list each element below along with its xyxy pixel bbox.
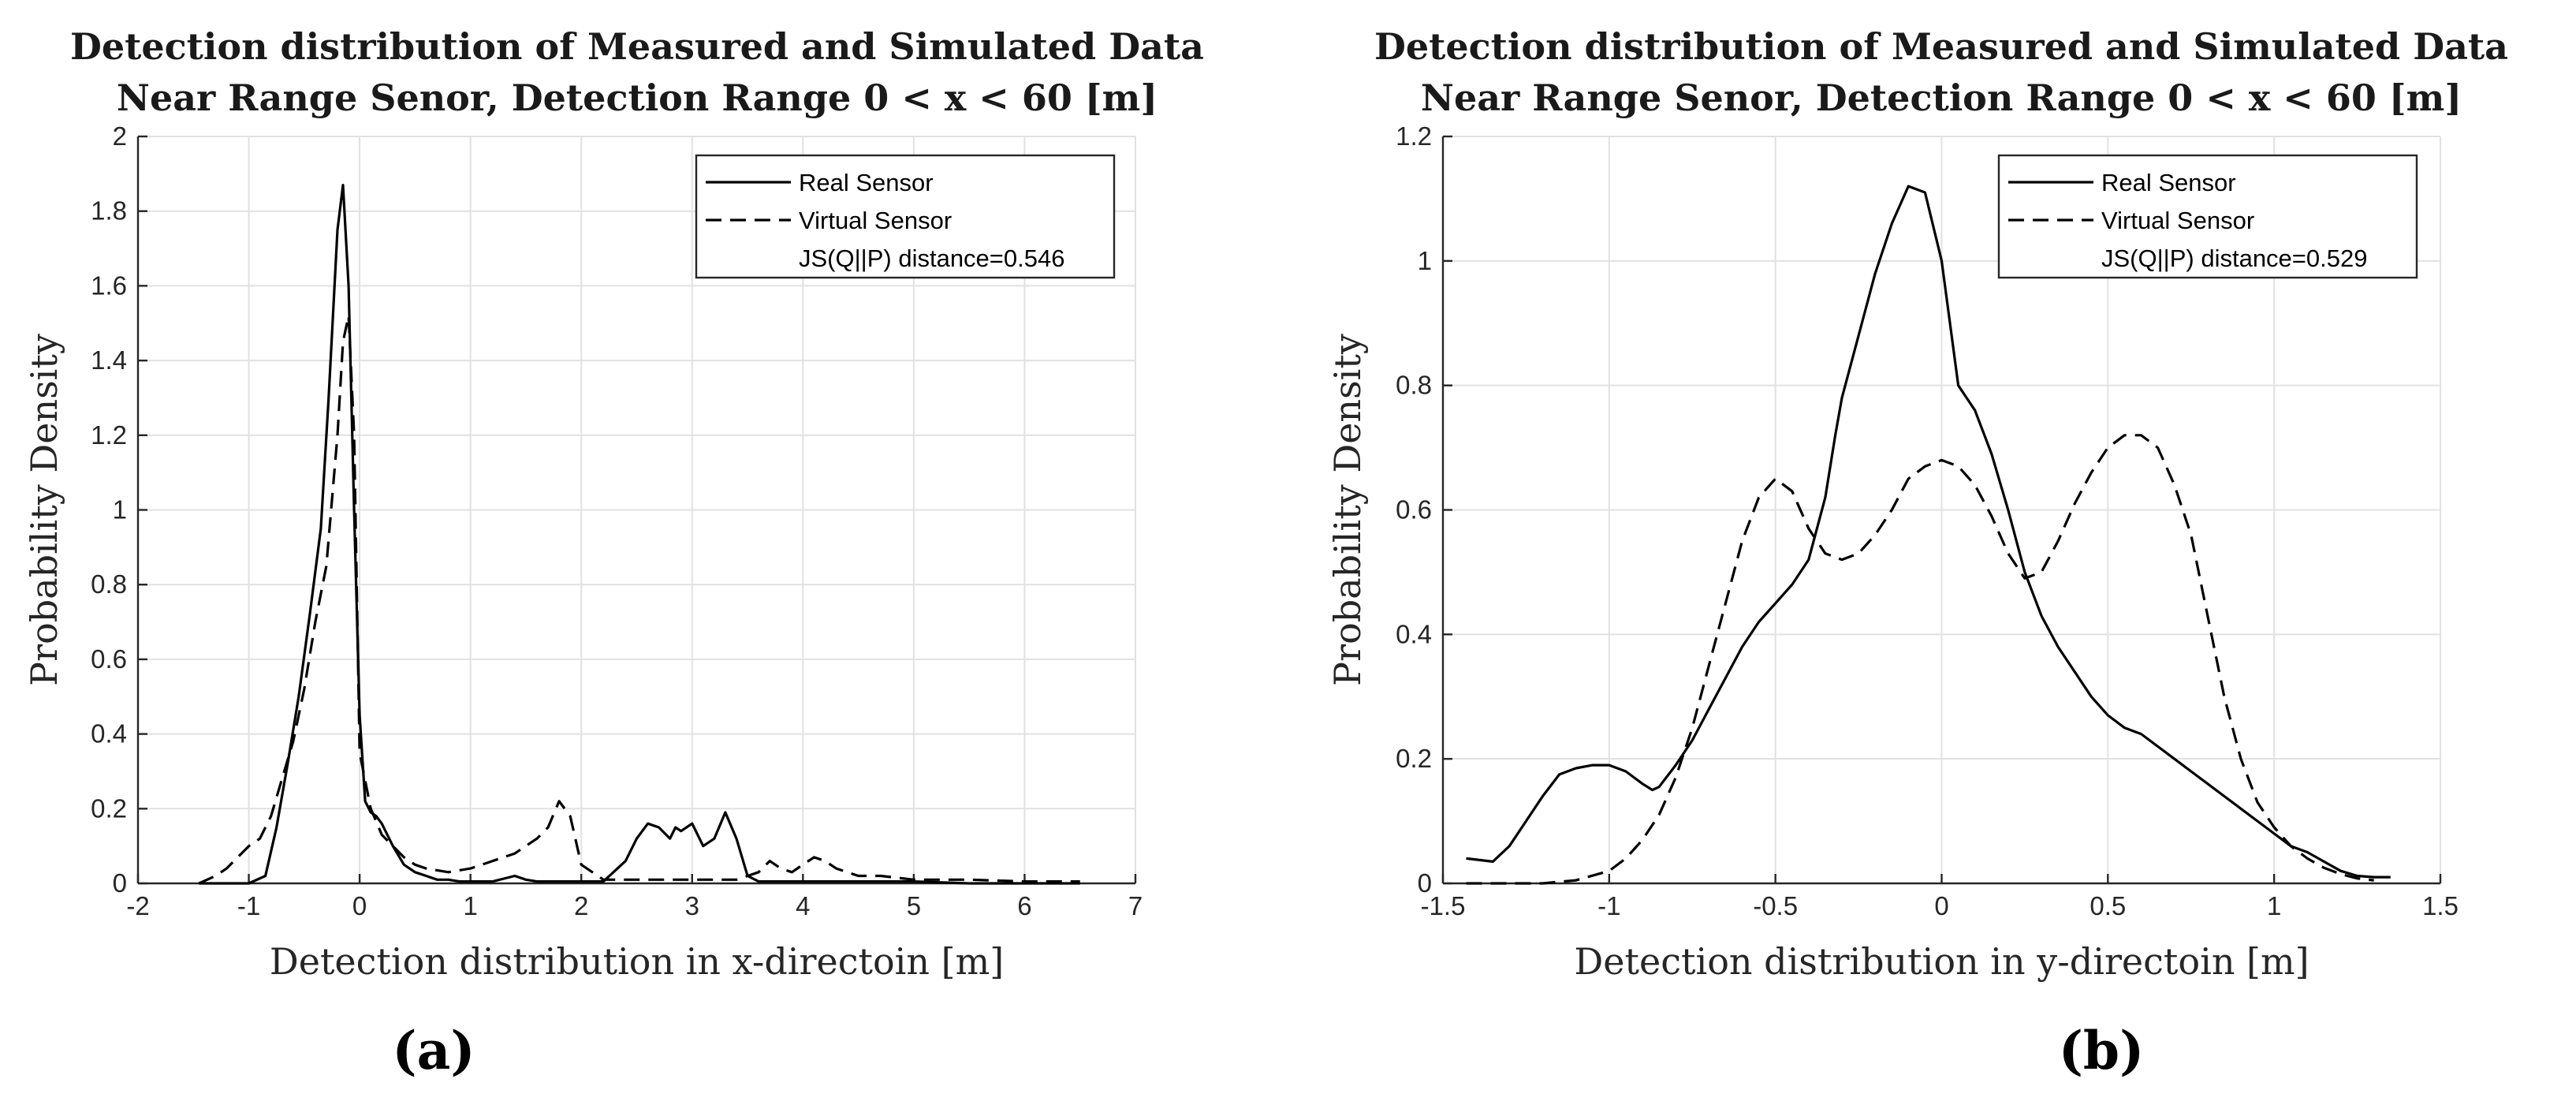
y-tick-label: 1.2 (91, 420, 127, 450)
chart-title-line-2: Near Range Senor, Detection Range 0 < x … (117, 77, 1158, 119)
y-tick-label: 1.6 (91, 271, 127, 300)
legend-label-virtual-sensor: Virtual Sensor (799, 207, 952, 234)
y-tick-label: 0.2 (1396, 744, 1432, 773)
y-tick-label: 0 (1418, 868, 1432, 898)
y-tick-label: 1.4 (91, 345, 127, 375)
chart-a: Detection distribution of Measured and S… (23, 25, 1204, 1081)
x-tick-label: 7 (1128, 891, 1143, 920)
series-line-real-sensor (1466, 185, 2391, 879)
panel-label: (a) (392, 1020, 475, 1081)
y-tick-label: 1.2 (1396, 121, 1432, 151)
x-tick-label: -1 (237, 891, 260, 920)
legend-js-distance: JS(Q||P) distance=0.546 (799, 245, 1064, 272)
x-tick-label: 1 (2267, 891, 2281, 920)
x-tick-label: 1 (463, 891, 477, 920)
x-axis-label: Detection distribution in x-directoin [m… (270, 940, 1004, 983)
x-tick-label: 0 (352, 891, 367, 920)
legend-box (1997, 154, 2418, 279)
panel-label: (b) (2059, 1020, 2145, 1081)
y-tick-label: 0.8 (1396, 371, 1432, 400)
legend-box (695, 154, 1116, 279)
x-tick-label: -0.5 (1753, 891, 1798, 920)
y-tick-label: 0.8 (91, 569, 127, 599)
series-line-real-sensor (199, 184, 1080, 885)
y-tick-label: 0.6 (91, 644, 127, 674)
x-tick-label: 0.5 (2090, 891, 2126, 920)
y-axis-label: Probability Density (1326, 334, 1369, 686)
y-tick-label: 1.8 (91, 196, 127, 226)
x-tick-label: -1 (1597, 891, 1620, 920)
x-tick-label: 3 (685, 891, 699, 920)
chart-b: Detection distribution of Measured and S… (1326, 25, 2508, 1081)
x-tick-label: 4 (796, 891, 810, 920)
chart-title-line-1: Detection distribution of Measured and S… (70, 25, 1204, 68)
x-tick-label: 0 (1934, 891, 1948, 920)
x-tick-label: 6 (1017, 891, 1031, 920)
y-axis-label: Probability Density (23, 334, 65, 686)
y-tick-label: 0.2 (91, 793, 127, 823)
legend-label-real-sensor: Real Sensor (799, 169, 934, 196)
x-tick-label: 2 (574, 891, 588, 920)
legend-label-virtual-sensor: Virtual Sensor (2101, 207, 2254, 234)
y-tick-label: 0.6 (1396, 495, 1432, 525)
y-tick-label: 0 (113, 868, 127, 898)
series-line-virtual-sensor (198, 314, 1080, 885)
chart-title-line-1: Detection distribution of Measured and S… (1374, 25, 2508, 68)
x-tick-label: -1.5 (1421, 891, 1466, 920)
x-tick-label: 5 (907, 891, 921, 920)
y-tick-label: 1 (1418, 246, 1432, 275)
y-tick-label: 0.4 (1396, 619, 1432, 648)
legend-label-real-sensor: Real Sensor (2101, 169, 2236, 196)
x-tick-label: -2 (126, 891, 149, 920)
x-tick-label: 1.5 (2422, 891, 2459, 920)
chart-title-line-2: Near Range Senor, Detection Range 0 < x … (1421, 77, 2462, 119)
legend-js-distance: JS(Q||P) distance=0.529 (2101, 245, 2367, 272)
series-line-virtual-sensor (1466, 434, 2374, 885)
y-tick-label: 2 (113, 121, 127, 151)
x-axis-label: Detection distribution in y-directoin [m… (1574, 940, 2309, 983)
y-tick-label: 1 (113, 495, 127, 525)
y-tick-label: 0.4 (91, 719, 127, 748)
